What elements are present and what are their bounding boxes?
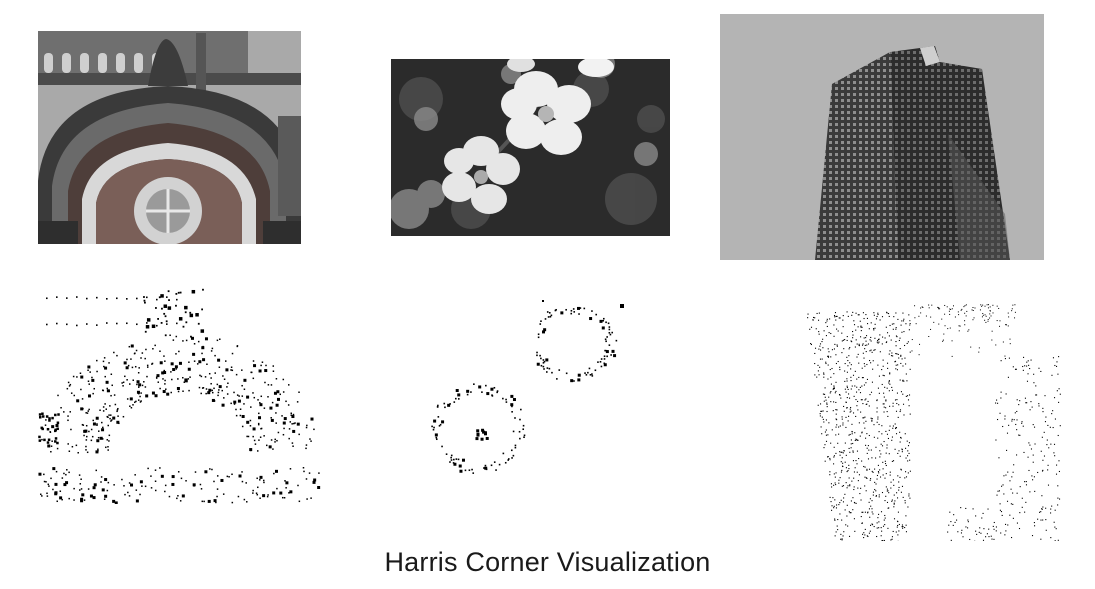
tower-corner-map [805, 296, 1067, 541]
tower-photo [720, 14, 1044, 260]
flowers-corner-map [412, 292, 657, 492]
figure-caption: Harris Corner Visualization [384, 547, 711, 577]
station-corner-map [38, 282, 321, 504]
flowers-photo [391, 59, 670, 236]
station-photo [38, 31, 301, 244]
